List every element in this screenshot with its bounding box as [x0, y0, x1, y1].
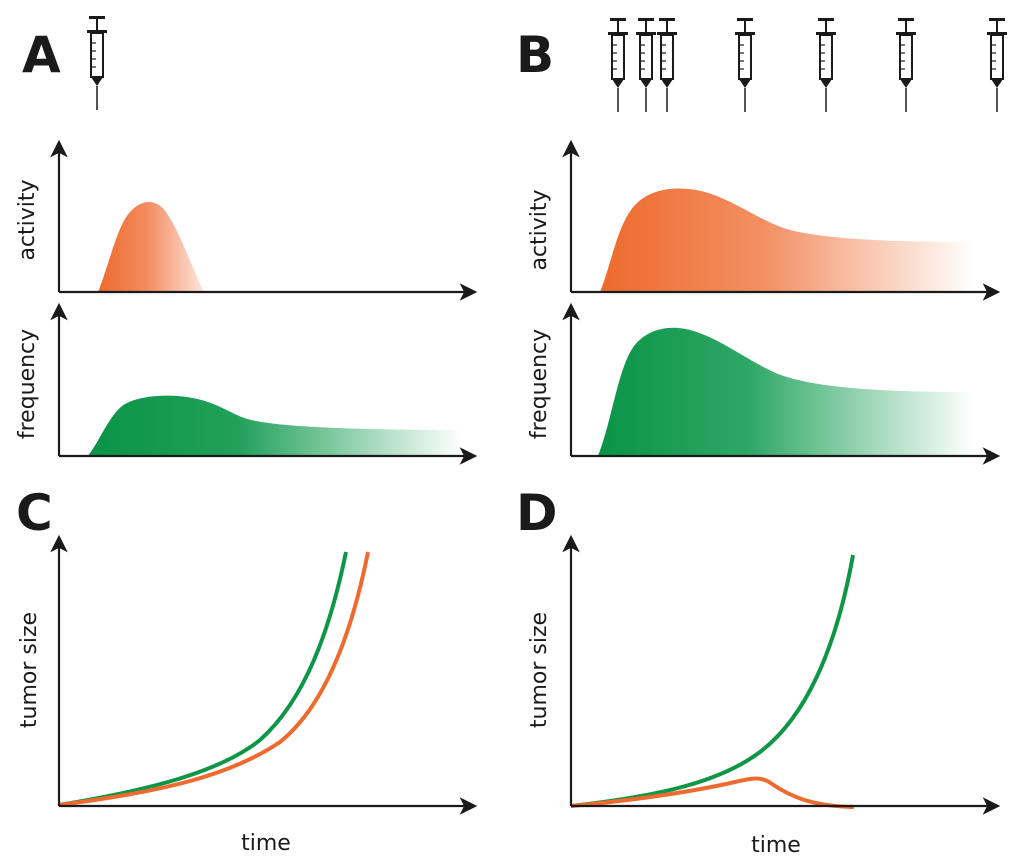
x-axis-label-time: time: [241, 831, 291, 856]
y-axis-label-frequency: frequency: [527, 329, 552, 439]
panel-letter-b: B: [516, 26, 554, 84]
syringe-icon: [607, 17, 629, 113]
green-growth-curve-d: [570, 554, 855, 808]
y-axis-label-frequency: frequency: [15, 329, 40, 439]
frequency-curve-a: [88, 395, 462, 456]
activity-curve-a: [98, 202, 204, 292]
y-axis-label-activity: activity: [527, 189, 552, 270]
orange-growth-curve-d: [570, 776, 855, 809]
panel-letter-c: C: [16, 484, 53, 542]
panel-letter-a: A: [22, 26, 61, 84]
y-axis-label-tumor-size: tumor size: [17, 612, 42, 728]
activity-curve-b: [600, 188, 974, 292]
y-axis-label-activity: activity: [15, 179, 40, 260]
syringe-icon: [986, 17, 1008, 113]
syringe-icon: [815, 17, 837, 113]
y-axis-label-tumor-size: tumor size: [527, 612, 552, 728]
green-growth-curve-c: [58, 551, 348, 807]
syringe-icon: [895, 17, 917, 113]
syringe-icon: [656, 17, 678, 113]
syringe-icon: [734, 17, 756, 113]
syringe-icon: [635, 17, 657, 113]
syringe-icon: [86, 15, 108, 111]
frequency-curve-b: [598, 327, 974, 456]
orange-growth-curve-c: [58, 551, 370, 807]
x-axis-label-time: time: [751, 833, 801, 858]
panel-letter-d: D: [516, 484, 558, 542]
